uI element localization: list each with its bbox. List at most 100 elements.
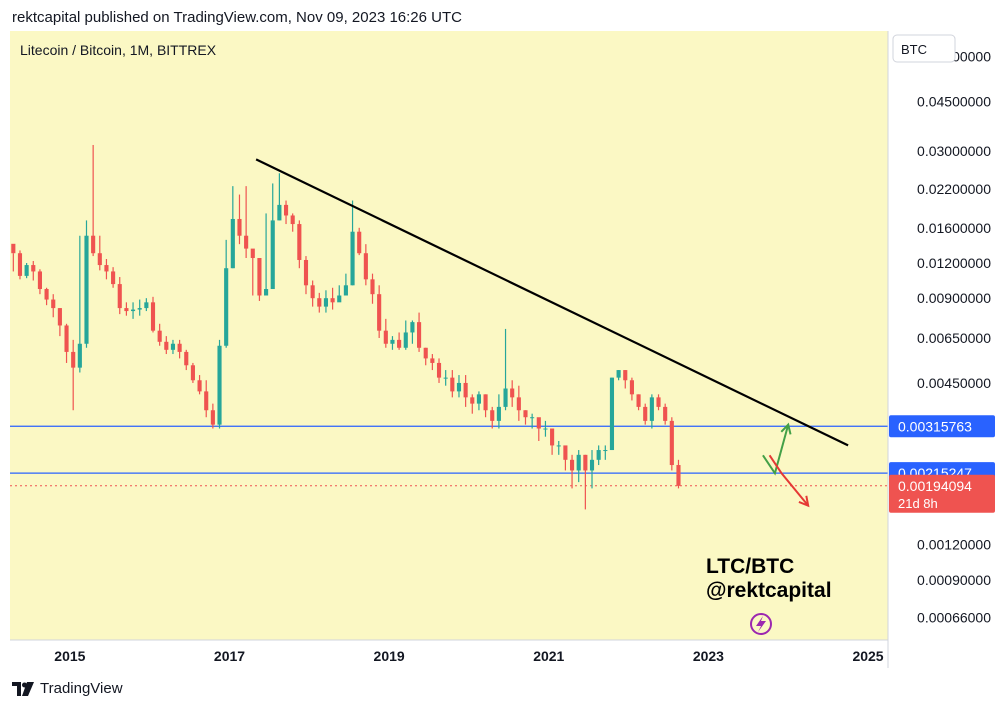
- candle[interactable]: [463, 375, 468, 407]
- candle[interactable]: [603, 445, 608, 460]
- bullish-scenario-arrow[interactable]: [762, 422, 792, 476]
- candle[interactable]: [117, 277, 122, 315]
- candle[interactable]: [170, 339, 176, 355]
- candle[interactable]: [629, 377, 634, 401]
- candle[interactable]: [111, 267, 116, 288]
- candle[interactable]: [543, 420, 548, 437]
- candle[interactable]: [450, 370, 455, 398]
- candle[interactable]: [71, 339, 76, 411]
- candle[interactable]: [649, 394, 654, 429]
- candle[interactable]: [51, 294, 56, 318]
- candle[interactable]: [224, 239, 229, 348]
- candle[interactable]: [190, 362, 195, 383]
- candle[interactable]: [370, 273, 375, 304]
- candle[interactable]: [363, 244, 368, 286]
- candle[interactable]: [91, 144, 96, 257]
- candle[interactable]: [643, 403, 648, 425]
- candle[interactable]: [530, 413, 535, 429]
- candle[interactable]: [157, 323, 162, 346]
- candle[interactable]: [303, 256, 309, 295]
- candle[interactable]: [323, 290, 329, 313]
- candle[interactable]: [423, 347, 428, 366]
- candle[interactable]: [596, 445, 601, 466]
- candle[interactable]: [350, 200, 355, 286]
- candle[interactable]: [137, 299, 142, 316]
- candle[interactable]: [550, 428, 555, 455]
- candle[interactable]: [204, 380, 209, 418]
- candle[interactable]: [210, 403, 215, 429]
- candle[interactable]: [17, 250, 23, 280]
- candle[interactable]: [164, 336, 169, 355]
- candle[interactable]: [516, 385, 521, 421]
- candle[interactable]: [24, 263, 29, 279]
- candle[interactable]: [244, 186, 249, 259]
- candle[interactable]: [410, 320, 415, 344]
- candle[interactable]: [124, 302, 129, 316]
- candle[interactable]: [317, 292, 322, 313]
- candle[interactable]: [383, 318, 388, 348]
- candle[interactable]: [623, 370, 628, 389]
- candle[interactable]: [337, 285, 342, 303]
- candle[interactable]: [217, 339, 222, 429]
- candle[interactable]: [44, 287, 49, 306]
- tradingview-brand[interactable]: TradingView: [12, 680, 123, 697]
- candle[interactable]: [297, 220, 302, 269]
- candle[interactable]: [377, 285, 382, 338]
- candle[interactable]: [669, 417, 674, 471]
- candle[interactable]: [57, 308, 62, 337]
- candle[interactable]: [496, 394, 501, 429]
- candle[interactable]: [184, 349, 189, 371]
- candle[interactable]: [144, 298, 149, 312]
- candle[interactable]: [510, 380, 515, 407]
- candle[interactable]: [343, 273, 348, 296]
- candle[interactable]: [430, 354, 435, 371]
- candle[interactable]: [310, 280, 315, 307]
- candle[interactable]: [104, 258, 109, 280]
- candle[interactable]: [576, 450, 581, 483]
- candle[interactable]: [589, 450, 595, 489]
- candle[interactable]: [357, 227, 362, 256]
- candle[interactable]: [569, 454, 575, 489]
- candle[interactable]: [264, 213, 269, 296]
- candle[interactable]: [490, 406, 495, 429]
- candle[interactable]: [470, 394, 475, 414]
- candle[interactable]: [77, 235, 82, 373]
- candle[interactable]: [283, 200, 289, 225]
- candle[interactable]: [270, 183, 275, 290]
- candle[interactable]: [583, 454, 588, 510]
- candle[interactable]: [11, 243, 16, 272]
- candle[interactable]: [84, 220, 89, 348]
- candle[interactable]: [177, 339, 182, 359]
- candle[interactable]: [150, 296, 156, 333]
- candle[interactable]: [290, 213, 295, 232]
- candle[interactable]: [476, 391, 481, 411]
- candle[interactable]: [97, 235, 102, 271]
- candle[interactable]: [563, 445, 568, 471]
- candle[interactable]: [417, 312, 422, 352]
- currency-selector[interactable]: BTC: [892, 34, 956, 63]
- candle[interactable]: [31, 260, 36, 281]
- candle[interactable]: [483, 394, 488, 418]
- candle[interactable]: [656, 394, 661, 411]
- candle[interactable]: [250, 248, 255, 296]
- candle[interactable]: [523, 410, 528, 425]
- descending-trendline[interactable]: [255, 158, 849, 447]
- candle[interactable]: [277, 173, 282, 221]
- candle[interactable]: [64, 323, 69, 363]
- candle[interactable]: [130, 302, 136, 319]
- candle[interactable]: [616, 370, 621, 381]
- candle[interactable]: [663, 403, 668, 425]
- candle[interactable]: [37, 269, 42, 295]
- candle[interactable]: [197, 375, 202, 395]
- candle[interactable]: [403, 320, 408, 350]
- candle[interactable]: [237, 194, 242, 245]
- chart-title[interactable]: Litecoin / Bitcoin, 1M, BITTREX: [20, 42, 217, 58]
- candle[interactable]: [676, 459, 681, 489]
- candle[interactable]: [609, 377, 615, 451]
- candle[interactable]: [536, 417, 541, 441]
- candle[interactable]: [230, 186, 235, 269]
- candle[interactable]: [330, 287, 335, 310]
- candle[interactable]: [443, 370, 448, 386]
- candle[interactable]: [503, 328, 508, 411]
